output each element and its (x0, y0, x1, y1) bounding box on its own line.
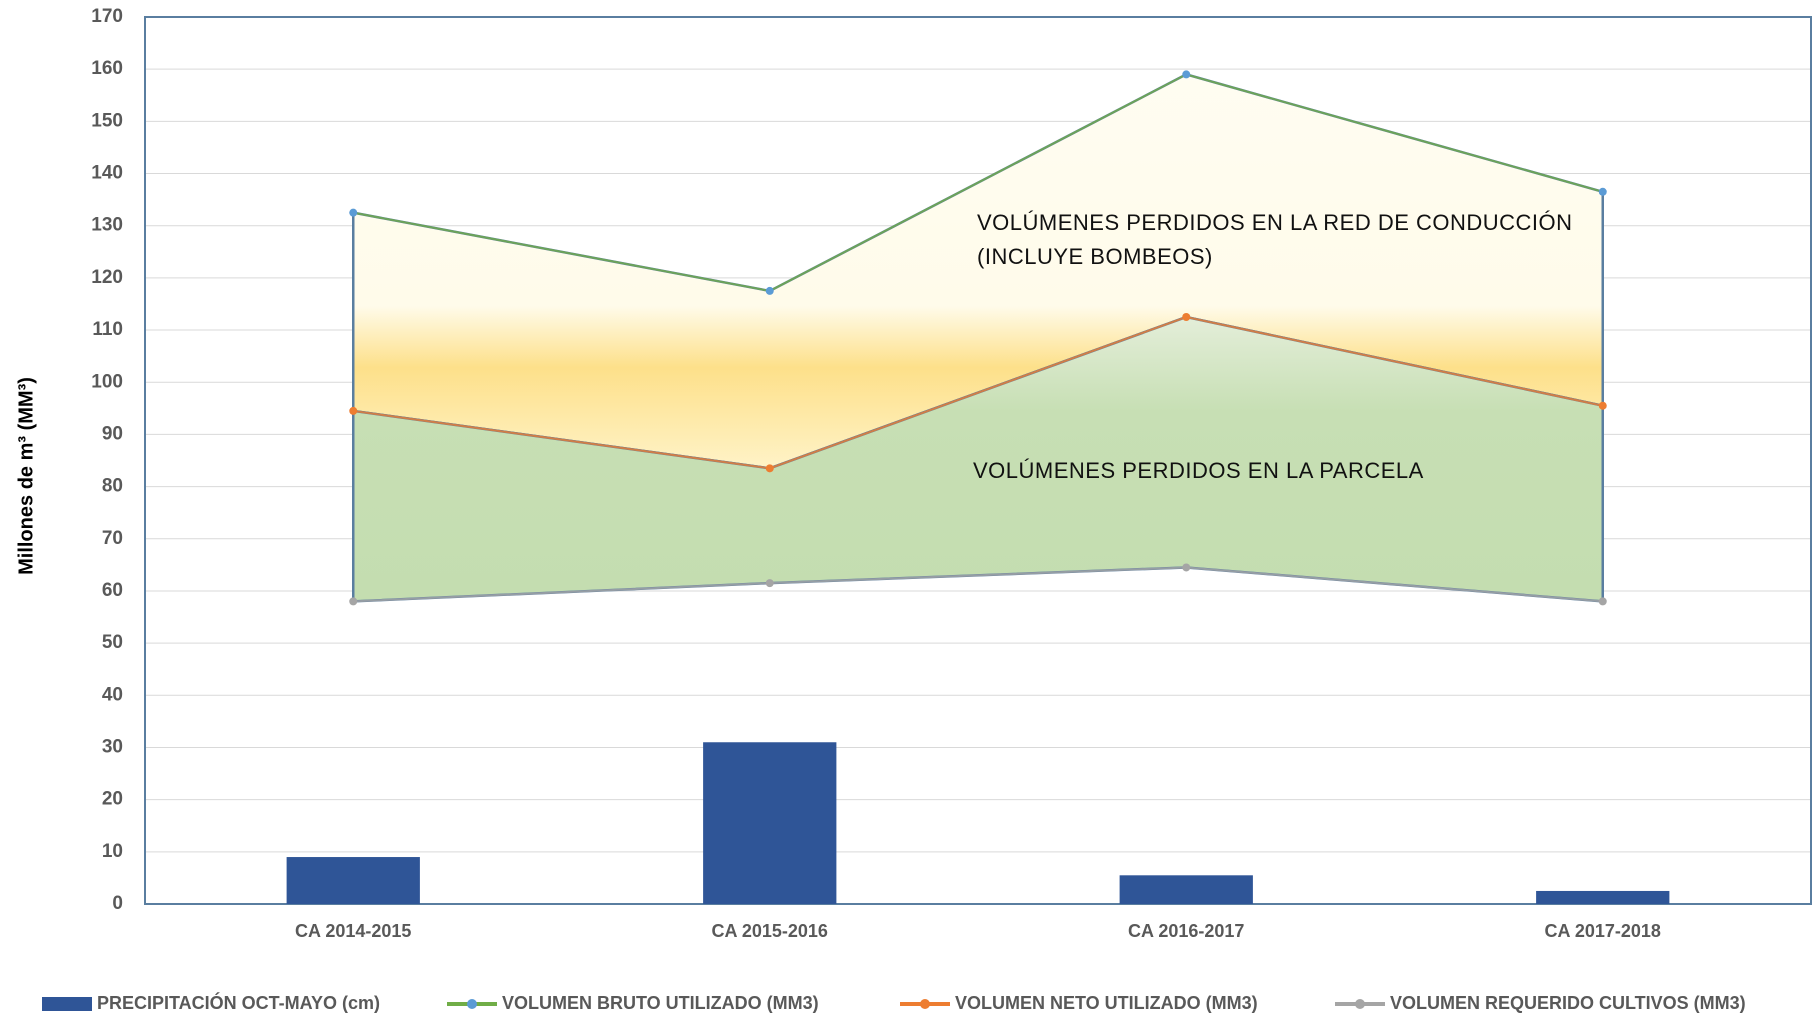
bar (286, 857, 420, 904)
marker (765, 579, 774, 588)
legend-label: PRECIPITACIÓN OCT-MAYO (cm) (97, 992, 380, 1013)
y-tick-label: 70 (102, 528, 123, 549)
plot-frame (144, 16, 1812, 905)
y-tick-label: 170 (91, 6, 123, 27)
series-line (353, 73, 1604, 292)
y-tick-label: 10 (102, 841, 123, 862)
x-tick-label: CA 2016-2017 (1128, 921, 1244, 941)
y-tick-label: 60 (102, 580, 123, 601)
annotation: VOLÚMENES PERDIDOS EN LA RED DE CONDUCCI… (977, 210, 1573, 235)
y-tick-label: 160 (91, 58, 123, 79)
series-line (353, 566, 1603, 603)
x-tick-label: CA 2014-2015 (295, 921, 411, 941)
bar (1536, 890, 1670, 904)
annotation: VOLÚMENES PERDIDOS EN LA PARCELA (973, 458, 1424, 483)
legend-label: VOLUMEN REQUERIDO CULTIVOS (MM3) (1390, 993, 1746, 1013)
y-tick-label: 120 (91, 267, 123, 288)
y-tick-label: 100 (91, 371, 123, 392)
marker (765, 286, 774, 295)
bar (1119, 875, 1253, 904)
x-tick-label: CA 2015-2016 (712, 921, 828, 941)
legend-marker (920, 999, 930, 1009)
legend-label: VOLUMEN BRUTO UTILIZADO (MM3) (502, 993, 819, 1013)
y-tick-label: 40 (102, 684, 123, 705)
marker (1182, 563, 1191, 572)
y-tick-label: 80 (102, 476, 123, 497)
y-tick-label: 50 (102, 632, 123, 653)
legend-label: VOLUMEN NETO UTILIZADO (MM3) (955, 993, 1258, 1013)
y-tick-label: 150 (91, 110, 123, 131)
y-tick-label: 130 (91, 215, 123, 236)
marker (1598, 401, 1607, 410)
series-line (353, 315, 1603, 470)
marker (1182, 70, 1191, 79)
marker (349, 597, 358, 606)
annotation: (INCLUYE BOMBEOS) (977, 244, 1213, 269)
bar (703, 742, 837, 904)
x-tick-label: CA 2017-2018 (1545, 921, 1661, 941)
marker (349, 208, 358, 217)
y-axis-label: Millones de m³ (MM³) (15, 377, 37, 575)
marker (1598, 187, 1607, 196)
marker (765, 464, 774, 473)
marker (1598, 597, 1607, 606)
y-tick-label: 30 (102, 736, 123, 757)
legend-swatch (42, 997, 92, 1011)
legend-marker (467, 999, 477, 1009)
y-tick-label: 20 (102, 789, 123, 810)
y-tick-label: 0 (112, 893, 123, 914)
legend-marker (1355, 999, 1365, 1009)
y-tick-label: 140 (91, 163, 123, 184)
y-tick-label: 110 (92, 319, 123, 340)
marker (1182, 313, 1191, 322)
marker (349, 406, 358, 415)
y-tick-label: 90 (102, 423, 123, 444)
